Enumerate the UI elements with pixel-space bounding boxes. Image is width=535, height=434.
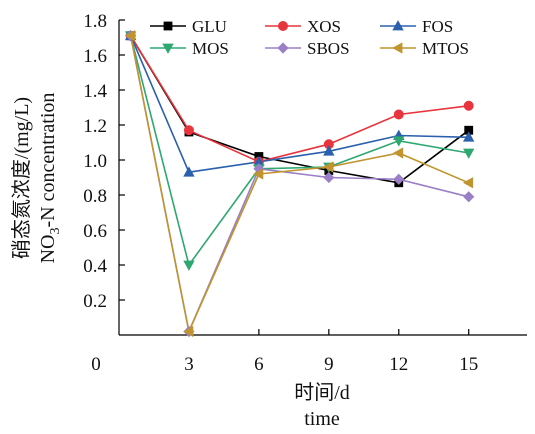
legend-marker-mos bbox=[162, 43, 174, 54]
x-axis-title-chinese: 时间/d bbox=[294, 381, 350, 404]
x-tick-label: 6 bbox=[254, 354, 264, 375]
series-line-mtos bbox=[129, 35, 470, 335]
series-markers bbox=[124, 29, 475, 338]
y-tick-label: 1.8 bbox=[83, 11, 107, 32]
x-tick-label: 15 bbox=[459, 354, 478, 375]
series-line-fos bbox=[129, 35, 469, 174]
y-tick-label: 0.4 bbox=[83, 256, 107, 277]
y-axis-title-suffix: -N concentration bbox=[37, 93, 59, 228]
x-axis-title-english: time bbox=[304, 408, 340, 430]
y-ticks: 0.2 0.4 0.6 0.8 1.0 1.2 1.4 1.6 1.8 bbox=[83, 11, 125, 312]
data-point-fos bbox=[463, 131, 475, 142]
data-point-sbos bbox=[323, 171, 335, 184]
data-point-xos bbox=[393, 109, 404, 120]
data-point-fos bbox=[183, 166, 195, 177]
data-point-mtos bbox=[183, 325, 194, 338]
legend-marker-xos bbox=[277, 20, 288, 31]
legend-label-xos: XOS bbox=[307, 17, 341, 36]
y-tick-label: 1.0 bbox=[83, 151, 107, 172]
data-point-fos bbox=[323, 145, 335, 156]
origin-tick-label: 0 bbox=[91, 354, 101, 375]
y-tick-label: 1.6 bbox=[83, 46, 107, 67]
data-point-mtos bbox=[124, 30, 136, 42]
y-axis-title-prefix: NO bbox=[37, 235, 59, 264]
series-line-xos bbox=[130, 35, 469, 163]
data-point-mtos bbox=[392, 147, 404, 159]
x-tick-label: 3 bbox=[184, 354, 194, 375]
y-tick-label: 0.6 bbox=[83, 221, 107, 242]
legend-label-mos: MOS bbox=[192, 39, 229, 58]
legend-marker-mtos bbox=[392, 42, 403, 54]
series-line-mos bbox=[129, 35, 469, 267]
data-point-mos bbox=[393, 136, 405, 147]
y-tick-label: 0.2 bbox=[83, 291, 107, 312]
y-axis-title-english: NO3-N concentration bbox=[37, 93, 63, 264]
data-point-sbos bbox=[463, 191, 475, 203]
y-tick-label: 1.4 bbox=[83, 81, 107, 102]
legend-label-fos: FOS bbox=[422, 17, 453, 36]
data-point-mtos bbox=[253, 168, 264, 180]
y-axis-title-chinese: 硝态氮浓度/(mg/L) bbox=[10, 97, 33, 259]
x-tick-label: 12 bbox=[389, 354, 408, 375]
data-point-xos bbox=[463, 100, 474, 111]
data-point-mtos bbox=[323, 161, 334, 173]
data-point-mos bbox=[463, 148, 475, 159]
legend-marker-sbos bbox=[277, 42, 289, 54]
legend: GLU XOS FOS MOS SBOS MTOS bbox=[150, 17, 469, 58]
legend-marker-fos bbox=[392, 20, 404, 31]
data-point-mos bbox=[183, 260, 195, 271]
legend-label-mtos: MTOS bbox=[422, 39, 469, 58]
data-point-sbos bbox=[393, 173, 405, 185]
x-tick-label: 9 bbox=[324, 354, 334, 375]
series-line-sbos bbox=[129, 35, 469, 335]
x-ticks: 3 6 9 12 15 bbox=[184, 329, 478, 375]
legend-label-sbos: SBOS bbox=[307, 39, 350, 58]
series-lines bbox=[129, 35, 470, 335]
data-point-mtos bbox=[462, 177, 474, 189]
data-point-xos bbox=[183, 125, 194, 136]
y-tick-label: 1.2 bbox=[83, 116, 107, 137]
y-axis-title-subscript: 3 bbox=[48, 228, 63, 235]
y-tick-label: 0.8 bbox=[83, 186, 107, 207]
legend-label-glu: GLU bbox=[192, 17, 227, 36]
legend-marker-glu bbox=[163, 21, 173, 31]
